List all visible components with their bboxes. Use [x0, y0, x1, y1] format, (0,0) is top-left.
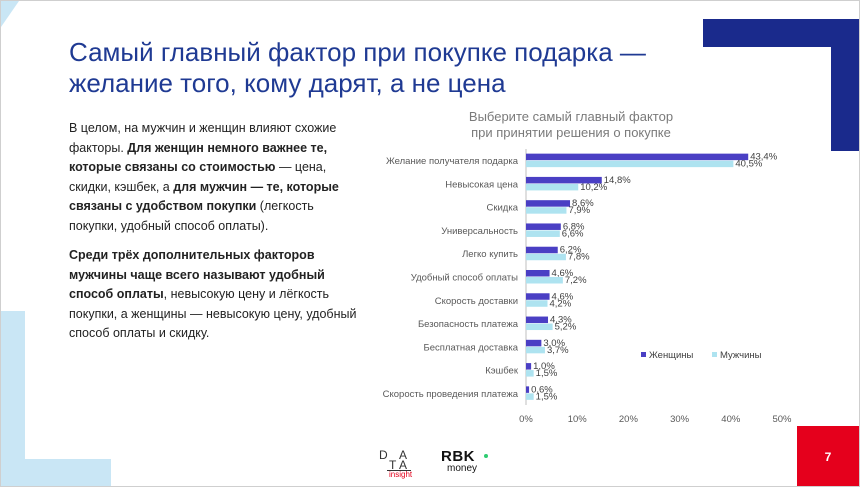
body-text: В целом, на мужчин и женщин влияют схожи…: [69, 119, 361, 354]
title-line-2: желание того, кому дарят, а не цена: [69, 68, 506, 98]
p1-text-e: (легкость покупки, удобный способ оплаты…: [69, 199, 314, 233]
light-blue-corner-accent: [1, 311, 111, 486]
page-number: 7: [824, 450, 832, 464]
legend-label-women: Женщины: [649, 350, 694, 361]
value-label-women: 1,0%: [533, 361, 555, 372]
bar-women: [526, 246, 558, 254]
category-label: Кэшбек: [485, 366, 519, 377]
x-tick-label: 10%: [568, 414, 588, 425]
bar-men: [526, 207, 567, 214]
category-label: Скидка: [486, 203, 518, 214]
bar-women: [526, 316, 549, 324]
p1-text-c: — цена, скидки, кэшбек, а: [69, 160, 327, 194]
x-tick-label: 0%: [519, 414, 533, 425]
bar-men: [526, 253, 566, 261]
bar-men: [526, 160, 734, 168]
category-label: Желание получателя подарка: [386, 156, 519, 167]
bar-men: [526, 323, 553, 331]
page-number-box: 7: [797, 426, 859, 486]
logo-letter-a2: A: [399, 458, 408, 472]
value-label-men: 1,5%: [536, 368, 558, 379]
bar-women: [526, 223, 561, 230]
bar-men: [526, 370, 534, 377]
navy-corner-accent: [703, 19, 859, 151]
bar-women: [526, 293, 550, 300]
chart-title-line-2: при принятии решения о покупке: [471, 125, 671, 140]
logo-underline: [387, 470, 411, 471]
bar-chart: Желание получателя подарка 43,4%40,5% Невы…: [383, 149, 792, 425]
bar-women: [526, 363, 532, 370]
value-label-women: 6,8%: [563, 221, 585, 232]
chart-title: Выберите самый главный фактор при принят…: [421, 109, 721, 141]
rbk-money-logo: RBK money: [441, 448, 497, 476]
data-insight-logo: D A T A insight: [379, 448, 419, 482]
rbk-dot: [484, 454, 488, 458]
logo-insight-text: insight: [389, 470, 413, 479]
money-text: money: [447, 463, 478, 474]
legend-swatch-women: [641, 352, 646, 357]
logo-letter-d: D: [379, 448, 388, 462]
category-label: Безопасность платежа: [418, 319, 519, 330]
x-tick-label: 30%: [670, 414, 690, 425]
value-label-women: 4,3%: [550, 315, 572, 326]
top-left-accent: [1, 1, 19, 27]
category-label: Бесплатная доставка: [424, 342, 519, 353]
value-label-women: 8,6%: [572, 198, 594, 209]
chart-title-line-1: Выберите самый главный фактор: [468, 109, 674, 124]
value-label-men: 7,9%: [568, 205, 590, 216]
bar-men: [526, 300, 548, 307]
bar-men: [526, 393, 534, 400]
bar-men: [526, 346, 545, 354]
bar-women: [526, 200, 571, 207]
value-label-men: 3,7%: [547, 345, 569, 356]
value-label-women: 14,8%: [604, 175, 631, 186]
bar-women: [526, 386, 530, 393]
title-line-1: Самый главный фактор при покупке подарка…: [69, 37, 646, 67]
value-label-men: 40,5%: [735, 159, 762, 170]
value-label-men: 10,2%: [580, 182, 607, 193]
category-label: Универсальность: [441, 226, 518, 237]
bar-women: [526, 153, 749, 161]
category-label: Удобный способ оплаты: [411, 273, 518, 284]
rbk-text: RBK: [441, 448, 475, 465]
value-label-men: 7,8%: [568, 252, 590, 263]
bar-women: [526, 176, 602, 184]
category-label: Невысокая цена: [445, 179, 518, 190]
value-label-men: 4,2%: [550, 298, 572, 309]
paragraph-1: В целом, на мужчин и женщин влияют схожи…: [69, 119, 361, 236]
p2-bold-a: Среди трёх дополнительных факторов мужчи…: [69, 248, 325, 301]
legend-swatch-men: [712, 352, 717, 357]
value-label-women: 4,6%: [552, 268, 574, 279]
value-label-men: 7,2%: [565, 275, 587, 286]
bar-men: [526, 183, 579, 191]
p2-text-b: , невысокую цену и лёгкость покупки, а ж…: [69, 287, 357, 340]
category-label: Скорость доставки: [435, 296, 518, 307]
page-title: Самый главный фактор при покупке подарка…: [69, 37, 769, 99]
bar-men: [526, 230, 560, 237]
p1-bold-d: для мужчин — те, которые связаны с удобс…: [69, 179, 339, 214]
value-label-men: 5,2%: [555, 322, 577, 333]
value-label-women: 4,6%: [552, 291, 574, 302]
p1-text-a: В целом, на мужчин и женщин влияют схожи…: [69, 121, 337, 155]
bar-women: [526, 270, 550, 277]
category-label: Легко купить: [462, 249, 518, 260]
x-tick-label: 40%: [721, 414, 741, 425]
category-label: Скорость проведения платежа: [383, 389, 519, 400]
bar-women: [526, 339, 542, 347]
logo-letter-a1: A: [399, 448, 408, 462]
x-tick-label: 20%: [619, 414, 639, 425]
value-label-women: 6,2%: [560, 245, 582, 256]
bar-men: [526, 277, 563, 284]
value-label-men: 1,5%: [536, 391, 558, 402]
legend-label-men: Мужчины: [720, 350, 762, 361]
value-label-women: 0,6%: [531, 384, 553, 395]
x-tick-label: 50%: [772, 414, 792, 425]
value-label-women: 43,4%: [750, 152, 777, 163]
logo-letter-t: T: [389, 458, 397, 472]
paragraph-2: Среди трёх дополнительных факторов мужчи…: [69, 246, 361, 344]
value-label-men: 6,6%: [562, 228, 584, 239]
p1-bold-b: Для женщин немного важнее те, которые св…: [69, 140, 328, 175]
value-label-women: 3,0%: [543, 338, 565, 349]
